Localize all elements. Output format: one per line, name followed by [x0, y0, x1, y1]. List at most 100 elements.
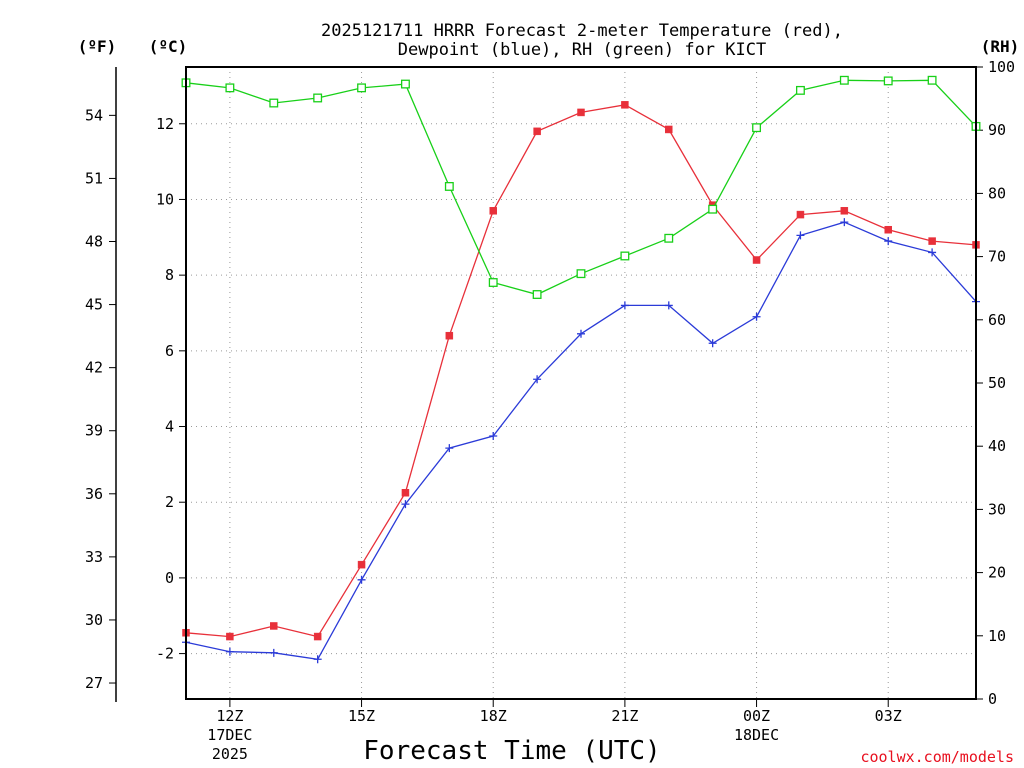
rh-point [752, 123, 762, 133]
rh-point [532, 290, 542, 299]
rh-tick-label: 30 [988, 500, 1006, 518]
rh-point [444, 181, 454, 191]
dewpoint-point [445, 444, 454, 453]
temperature-point [357, 560, 366, 569]
rh-point [313, 93, 323, 103]
rh-point [708, 204, 718, 214]
series-dewpoint [182, 218, 980, 664]
temperature-point [621, 101, 629, 109]
rh-point [664, 233, 674, 243]
temperature-point [796, 210, 805, 219]
celsius-tick-label: 12 [156, 115, 174, 133]
celsius-tick-label: 2 [165, 493, 174, 511]
dewpoint-point [577, 329, 585, 338]
celsius-tick-label: 8 [165, 266, 174, 284]
rh-tick-label: 40 [988, 437, 1006, 455]
temperature-point [665, 125, 673, 134]
rh-point [400, 79, 410, 89]
x-tick-label: 18DEC [734, 726, 779, 744]
x-tick-label: 03Z [875, 707, 902, 725]
celsius-axis-unit: (ºC) [149, 37, 188, 56]
temperature-point [226, 632, 234, 641]
fahrenheit-tick-label: 45 [85, 296, 103, 314]
fahrenheit-tick-label: 54 [85, 106, 103, 124]
fahrenheit-tick-label: 48 [85, 233, 103, 251]
fahrenheit-tick-label: 36 [85, 485, 103, 503]
rh-tick-label: 100 [988, 58, 1015, 76]
rh-point [839, 75, 849, 85]
rh-point [927, 75, 937, 85]
rh-tick-label: 80 [988, 184, 1006, 202]
dewpoint-point [620, 301, 629, 310]
fahrenheit-tick-label: 33 [85, 548, 103, 566]
temperature-point [752, 256, 761, 264]
dewpoint-point [664, 301, 673, 310]
x-tick-label: 17DEC [207, 726, 252, 744]
temperature-point [928, 237, 936, 245]
temperature-point [445, 331, 454, 340]
rh-tick-label: 10 [988, 627, 1006, 645]
fahrenheit-axis-unit: (ºF) [78, 37, 117, 56]
dewpoint-point [269, 648, 278, 657]
rh-tick-label: 20 [988, 564, 1006, 582]
x-tick-label: 00Z [743, 707, 770, 725]
celsius-tick-label: 4 [165, 418, 174, 436]
rh-tick-label: 0 [988, 690, 997, 708]
rh-tick-label: 90 [988, 121, 1006, 139]
temperature-point [840, 207, 849, 215]
dewpoint-point [752, 312, 761, 321]
dewpoint-point [928, 248, 937, 257]
x-tick-label: 18Z [480, 707, 507, 725]
x-tick-label: 12Z [216, 707, 243, 725]
x-tick-label: 21Z [611, 707, 638, 725]
celsius-tick-label: 6 [165, 342, 174, 360]
temperature-point [884, 225, 892, 234]
dewpoint-point [225, 647, 234, 656]
rh-point [795, 85, 805, 95]
rh-tick-label: 70 [988, 248, 1006, 266]
rh-point [883, 76, 893, 86]
x-axis-label: Forecast Time (UTC) [363, 736, 660, 766]
x-tick-label: 15Z [348, 707, 375, 725]
dewpoint-point [533, 375, 542, 384]
credit-label: coolwx.com/models [860, 748, 1014, 766]
temperature-point [577, 108, 585, 117]
temperature-point [313, 632, 322, 641]
fahrenheit-tick-label: 42 [85, 359, 103, 377]
rh-point [225, 83, 235, 93]
rh-tick-label: 50 [988, 374, 1006, 392]
chart-title-line-1: 2025121711 HRRR Forecast 2-meter Tempera… [321, 21, 843, 41]
fahrenheit-tick-label: 39 [85, 422, 103, 440]
rh-tick-label: 60 [988, 311, 1006, 329]
dewpoint-point [840, 218, 849, 227]
temperature-point [401, 488, 410, 497]
dewpoint-point [884, 237, 893, 246]
celsius-tick-label: 10 [156, 190, 174, 208]
x-tick-label: 2025 [212, 745, 248, 763]
temperature-point [489, 207, 497, 215]
fahrenheit-tick-label: 30 [85, 611, 103, 629]
rh-point [620, 251, 630, 261]
dewpoint-point [489, 431, 498, 440]
dewpoint-point [357, 575, 366, 584]
plot-frame [185, 66, 977, 700]
dewpoint-point [796, 231, 805, 240]
fahrenheit-tick-label: 51 [85, 169, 103, 187]
rh-point [269, 98, 279, 108]
rh-point [576, 269, 586, 279]
chart-title-line-2: Dewpoint (blue), RH (green) for KICT [398, 40, 766, 60]
rh-axis-unit: (RH) [981, 37, 1020, 56]
temperature-point [533, 127, 541, 136]
fahrenheit-tick-label: 27 [85, 674, 103, 692]
dewpoint-point [313, 655, 322, 664]
dewpoint-point [401, 500, 410, 509]
celsius-tick-label: 0 [165, 569, 174, 587]
celsius-tick-label: -2 [156, 645, 174, 663]
rh-point [357, 83, 367, 93]
temperature-point [270, 622, 278, 630]
rh-point [488, 278, 498, 287]
dewpoint-point [708, 339, 717, 348]
